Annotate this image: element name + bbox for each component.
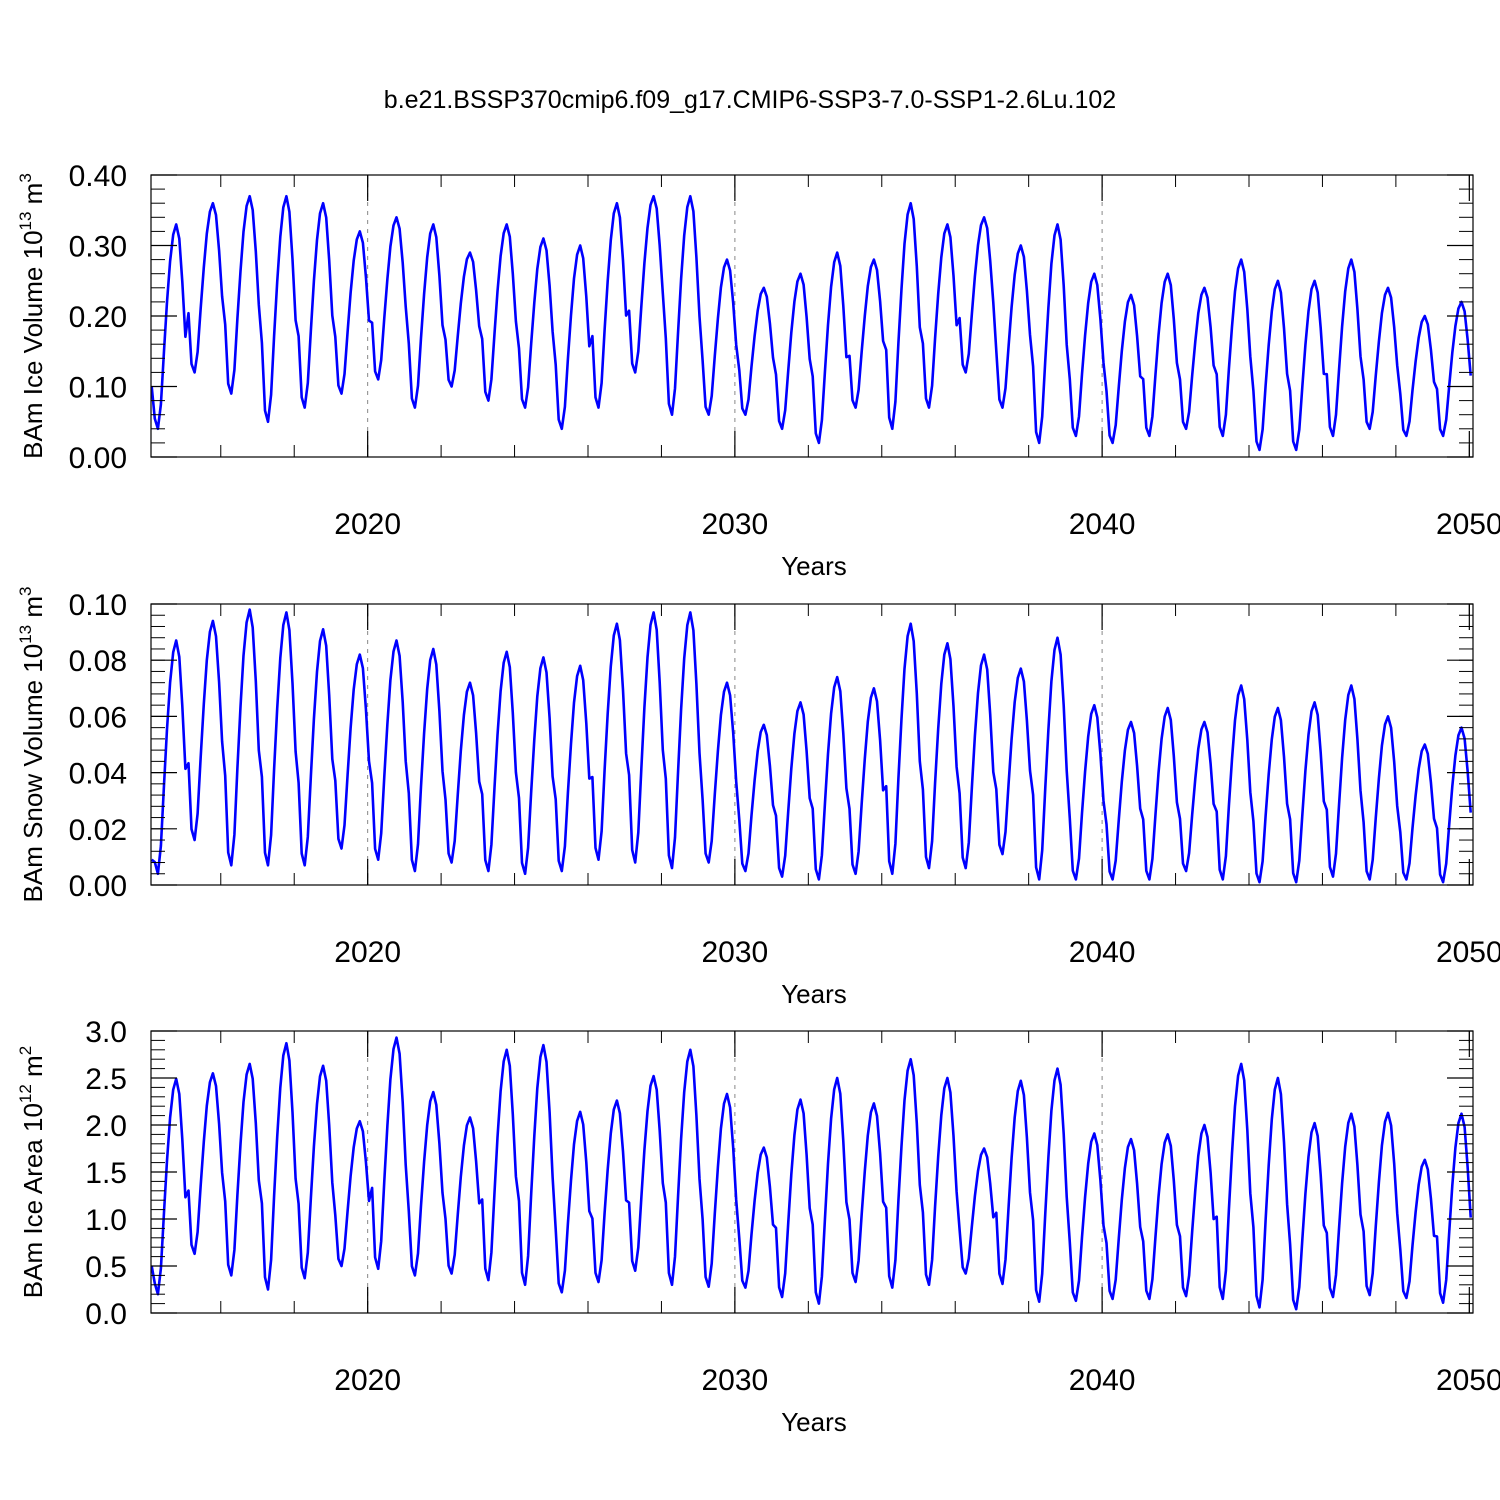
y-axis-label: BAm Snow Volume 1013 m3 (16, 587, 48, 903)
y-tick-label: 0.10 (69, 589, 127, 622)
x-tick-label: 2020 (334, 1364, 401, 1397)
y-tick-label: 0.10 (69, 372, 127, 405)
x-tick-label: 2040 (1069, 936, 1136, 969)
y-tick-label: 3.0 (85, 1016, 127, 1049)
x-tick-label: 2040 (1069, 508, 1136, 541)
series-line (150, 1036, 1472, 1311)
y-tick-label: 0.06 (69, 701, 127, 734)
y-tick-label: 2.0 (85, 1110, 127, 1143)
y-tick-label: 0.30 (69, 231, 127, 264)
y-tick-label: 0.00 (69, 870, 127, 903)
x-tick-label: 2030 (702, 1364, 769, 1397)
x-axis-label: Years (781, 1407, 847, 1437)
x-tick-label: 2050 (1436, 508, 1500, 541)
y-tick-label: 1.0 (85, 1204, 127, 1237)
series-line (150, 194, 1472, 452)
plot-frame (150, 603, 1474, 886)
y-tick-label: 0.40 (69, 160, 127, 193)
x-tick-label: 2030 (702, 936, 769, 969)
panel-1: 0.00 0.10 0.20 0.30 0.40 2020 2030 2040 2050 Year… (16, 160, 1500, 581)
x-axis-label: Years (781, 551, 847, 581)
y-tick-label: 0.5 (85, 1251, 127, 1284)
y-axis-label: BAm Ice Area 1012 m2 (16, 1046, 48, 1298)
panel-2: 0.00 0.02 0.04 0.06 0.08 0.10 2020 2030 2040 2050… (16, 587, 1500, 1009)
series-line (150, 608, 1472, 884)
y-tick-label: 0.0 (85, 1298, 127, 1331)
x-tick-label: 2050 (1436, 936, 1500, 969)
y-tick-label: 0.02 (69, 814, 127, 847)
x-tick-label: 2040 (1069, 1364, 1136, 1397)
plot-frame (150, 1030, 1474, 1314)
y-axis-label: BAm Ice Volume 1013 m3 (16, 173, 48, 459)
y-tick-label: 1.5 (85, 1157, 127, 1190)
x-tick-label: 2030 (702, 508, 769, 541)
y-tick-label: 2.5 (85, 1063, 127, 1096)
x-tick-label: 2020 (334, 936, 401, 969)
y-tick-label: 0.04 (69, 758, 127, 791)
x-axis-label: Years (781, 979, 847, 1009)
x-tick-label: 2020 (334, 508, 401, 541)
y-tick-label: 0.20 (69, 301, 127, 334)
panel-3: 0.0 0.5 1.0 1.5 2.0 2.5 3.0 2020 2030 2040 2050 Yea… (16, 1016, 1500, 1437)
y-tick-label: 0.08 (69, 645, 127, 678)
x-tick-label: 2050 (1436, 1364, 1500, 1397)
y-tick-label: 0.00 (69, 442, 127, 475)
chart-title: b.e21.BSSP370cmip6.f09_g17.CMIP6-SSP3-7.… (383, 86, 1117, 114)
